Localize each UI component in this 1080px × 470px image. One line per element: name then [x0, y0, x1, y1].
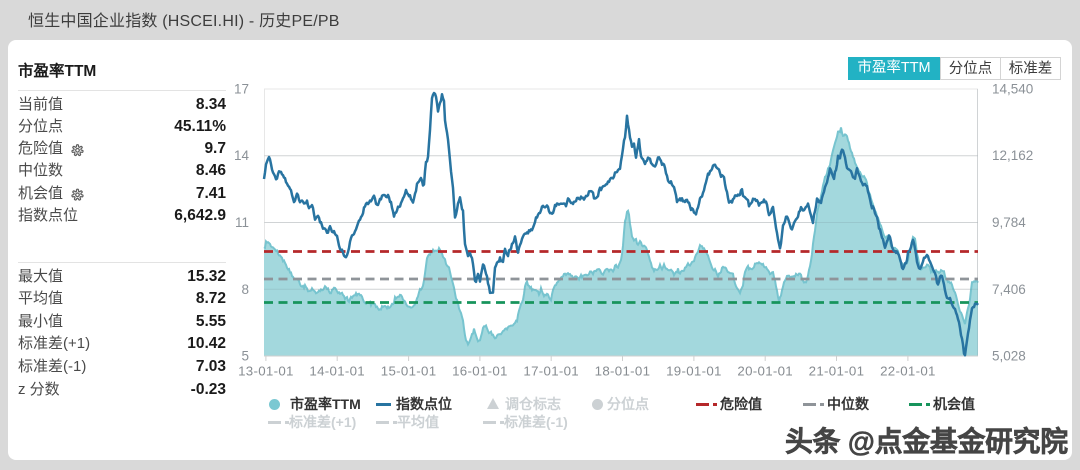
svg-text:头条 @点金基金研究院: 头条 @点金基金研究院	[785, 426, 1068, 457]
svg-text:头条 @点金基金研究院: 头条 @点金基金研究院	[785, 426, 1068, 457]
svg-text:18-01-01: 18-01-01	[595, 364, 651, 379]
svg-text:20-01-01: 20-01-01	[737, 364, 793, 379]
svg-text:5,028: 5,028	[992, 349, 1026, 364]
svg-text:17-01-01: 17-01-01	[523, 364, 579, 379]
svg-text:17: 17	[234, 82, 249, 97]
svg-text:7,406: 7,406	[992, 282, 1026, 297]
svg-text:14,540: 14,540	[992, 82, 1033, 97]
svg-text:14-01-01: 14-01-01	[309, 364, 365, 379]
svg-text:16-01-01: 16-01-01	[452, 364, 508, 379]
svg-text:19-01-01: 19-01-01	[666, 364, 722, 379]
svg-text:22-01-01: 22-01-01	[880, 364, 936, 379]
svg-text:15-01-01: 15-01-01	[381, 364, 437, 379]
svg-text:5: 5	[241, 349, 249, 364]
svg-text:9,784: 9,784	[992, 215, 1026, 230]
svg-text:21-01-01: 21-01-01	[809, 364, 865, 379]
svg-text:12,162: 12,162	[992, 148, 1033, 163]
svg-text:14: 14	[234, 148, 250, 163]
svg-text:11: 11	[235, 215, 249, 230]
svg-text:8: 8	[241, 282, 249, 297]
svg-text:13-01-01: 13-01-01	[238, 364, 294, 379]
